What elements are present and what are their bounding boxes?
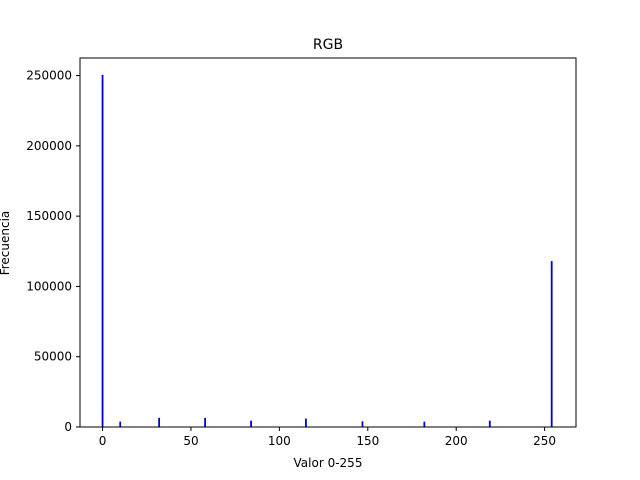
y-tick-label: 200000 bbox=[26, 139, 72, 153]
histogram-bar bbox=[119, 422, 121, 427]
x-axis-label: Valor 0-255 bbox=[294, 456, 363, 470]
x-tick-label: 250 bbox=[533, 434, 556, 448]
x-tick-label: 200 bbox=[445, 434, 468, 448]
x-tick-label: 150 bbox=[356, 434, 379, 448]
y-tick-label: 100000 bbox=[26, 279, 72, 293]
y-axis-label: Frecuencia bbox=[0, 211, 12, 276]
x-tick-label: 50 bbox=[183, 434, 198, 448]
histogram-bar bbox=[551, 261, 553, 427]
y-tick-label: 0 bbox=[64, 420, 72, 434]
histogram-bar bbox=[489, 421, 491, 427]
histogram-bar bbox=[102, 75, 104, 427]
x-tick-label: 0 bbox=[99, 434, 107, 448]
histogram-bar bbox=[362, 421, 364, 427]
y-tick-label: 250000 bbox=[26, 69, 72, 83]
histogram-bar bbox=[305, 419, 307, 427]
y-tick-label: 150000 bbox=[26, 209, 72, 223]
histogram-bar bbox=[204, 418, 206, 427]
x-tick-label: 100 bbox=[268, 434, 291, 448]
y-tick-label: 50000 bbox=[34, 350, 72, 364]
histogram-bar bbox=[250, 421, 252, 427]
chart-title: RGB bbox=[313, 37, 343, 53]
histogram-bar bbox=[158, 418, 160, 427]
histogram-bar bbox=[423, 422, 425, 427]
